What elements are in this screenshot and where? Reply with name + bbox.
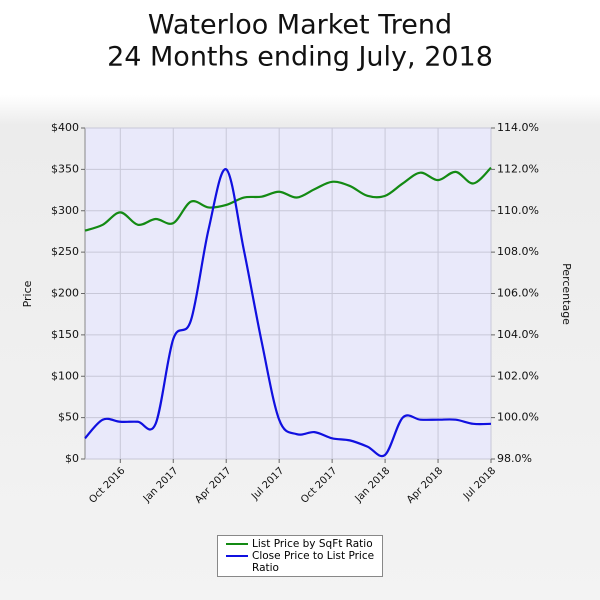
- grid: [85, 127, 492, 460]
- series-line: [84, 166, 492, 232]
- legend-item: List Price by SqFt Ratio: [218, 538, 382, 550]
- y-tick-label: $0: [65, 452, 79, 465]
- y-tick-label: $250: [51, 245, 79, 258]
- y2-tick-label: 110.0%: [497, 204, 539, 217]
- y2-tick-label: 112.0%: [497, 162, 539, 175]
- y2-tick-label: 114.0%: [497, 121, 539, 134]
- y2-tick-label: 108.0%: [497, 245, 539, 258]
- y-tick-label: $400: [51, 121, 79, 134]
- legend-item: Close Price to List Price Ratio: [218, 550, 382, 574]
- y2-tick-label: 98.0%: [497, 452, 532, 465]
- legend-label: List Price by SqFt Ratio: [252, 538, 373, 550]
- x-tick-label: Apr 2018: [405, 465, 445, 505]
- x-tick-label: Jan 2017: [141, 465, 181, 505]
- y-tick-label: $50: [58, 411, 79, 424]
- y2-tick-label: 100.0%: [497, 411, 539, 424]
- y-tick-label: $350: [51, 162, 79, 175]
- y2-tick-label: 102.0%: [497, 369, 539, 382]
- x-tick-label: Apr 2017: [193, 465, 233, 505]
- legend: List Price by SqFt Ratio Close Price to L…: [217, 535, 383, 577]
- legend-label: Close Price to List Price Ratio: [252, 550, 375, 574]
- y-tick-label: $300: [51, 204, 79, 217]
- y2-axis-label: Percentage: [560, 263, 573, 325]
- chart-subtitle: 24 Months ending July, 2018: [107, 42, 493, 73]
- y2-tick-label: 104.0%: [497, 328, 539, 341]
- x-tick-label: Jul 2017: [249, 465, 286, 502]
- y-tick-label: $100: [51, 369, 79, 382]
- x-tick-label: Jan 2018: [353, 465, 393, 505]
- legend-swatch: [226, 555, 248, 557]
- series-line: [84, 168, 492, 458]
- x-tick-label: Oct 2016: [87, 465, 127, 505]
- y2-tick-label: 106.0%: [497, 287, 539, 300]
- legend-swatch: [226, 543, 248, 545]
- chart-title: Waterloo Market Trend: [148, 10, 452, 41]
- y-tick-label: $150: [51, 328, 79, 341]
- x-tick-label: Oct 2017: [299, 465, 339, 505]
- y-axis-label: Price: [21, 280, 34, 307]
- x-tick-label: Jul 2018: [461, 465, 498, 502]
- y-tick-label: $200: [51, 287, 79, 300]
